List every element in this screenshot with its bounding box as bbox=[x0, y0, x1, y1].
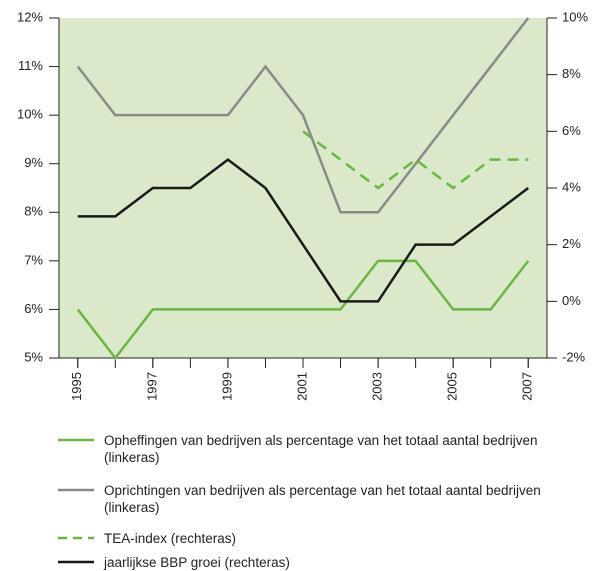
legend-item: Opheffingen van bedrijven als percentage… bbox=[58, 432, 578, 466]
y-tick-label: 8% bbox=[24, 204, 43, 219]
y2-tick-label: 6% bbox=[562, 123, 581, 138]
x-tick-label: 2001 bbox=[294, 372, 309, 401]
plot-background bbox=[59, 18, 547, 358]
x-tick-label: 2007 bbox=[520, 372, 535, 401]
legend-swatch bbox=[58, 560, 94, 564]
y-tick-label: 10% bbox=[17, 107, 43, 122]
y-tick-label: 5% bbox=[24, 349, 43, 364]
legend-item: TEA-index (rechteras) bbox=[58, 530, 578, 547]
series-line bbox=[77, 158, 529, 303]
series-line bbox=[302, 130, 529, 190]
legend-label: TEA-index (rechteras) bbox=[104, 531, 237, 546]
legend-swatch bbox=[58, 438, 94, 442]
y-tick-label: 12% bbox=[17, 9, 43, 24]
legend-label: Oprichtingen van bedrijven als percentag… bbox=[104, 483, 541, 515]
series-line bbox=[76, 259, 530, 361]
y2-tick-label: 4% bbox=[562, 179, 581, 194]
y2-tick-label: 0% bbox=[562, 293, 581, 308]
y2-tick-label: 10% bbox=[562, 9, 588, 24]
legend-swatch bbox=[58, 488, 94, 492]
x-tick-label: 2005 bbox=[445, 372, 460, 401]
y2-tick-label: 8% bbox=[562, 66, 581, 81]
chart: 5% 6% 7% 8% 9% 10% 11% 12% -2% 0% 2% 4% 6% 8% 10% 1995 1… bbox=[17, 9, 588, 401]
x-tick-label: 1995 bbox=[69, 372, 84, 401]
x-tick-label: 1999 bbox=[219, 372, 234, 401]
legend-swatch bbox=[58, 536, 94, 540]
y-tick-label: 6% bbox=[24, 301, 43, 316]
y2-tick-label: -2% bbox=[562, 349, 586, 364]
legend-label: jaarlijkse BBP groei (rechteras) bbox=[104, 555, 290, 570]
y-tick-label: 9% bbox=[24, 155, 43, 170]
x-tick-label: 2003 bbox=[370, 372, 385, 401]
y2-tick-label: 2% bbox=[562, 236, 581, 251]
x-tick-label: 1997 bbox=[144, 372, 159, 401]
series-line bbox=[76, 17, 530, 214]
y-tick-label: 7% bbox=[24, 252, 43, 267]
legend-label: Opheffingen van bedrijven als percentage… bbox=[104, 433, 538, 465]
legend-item: jaarlijkse BBP groei (rechteras) bbox=[58, 554, 578, 571]
y-tick-label: 11% bbox=[18, 58, 43, 73]
legend-item: Oprichtingen van bedrijven als percentag… bbox=[58, 482, 578, 516]
